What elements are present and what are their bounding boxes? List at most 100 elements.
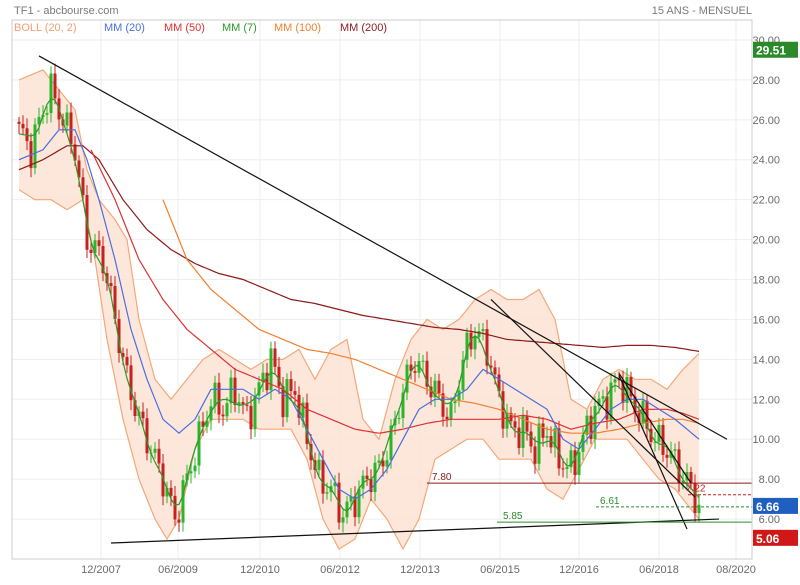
legend-item: MM (7) — [222, 22, 257, 34]
candle-body — [641, 400, 645, 424]
candle-body — [421, 360, 425, 362]
candle-body — [217, 382, 221, 415]
level-label: 7.22 — [686, 484, 706, 495]
candle-body — [181, 480, 185, 523]
candle-body — [397, 418, 401, 420]
candle-body — [653, 441, 657, 443]
y-tick-label: 28.00 — [752, 75, 780, 87]
candle-body — [541, 423, 545, 438]
candle-body — [53, 73, 57, 99]
candle-body — [513, 421, 517, 428]
candle-body — [489, 365, 493, 368]
price-tag — [753, 497, 798, 514]
candle-body — [497, 374, 501, 392]
candle-body — [17, 121, 21, 124]
candle-body — [93, 240, 97, 254]
candle-body — [629, 376, 633, 397]
candle-body — [537, 423, 541, 464]
candle-body — [485, 329, 489, 366]
mm20-line — [18, 129, 700, 500]
legend: BOLL (20, 2) MM (20) MM (50) MM (7) MM (100)… — [14, 22, 387, 34]
y-tick-label: 8.00 — [759, 474, 780, 486]
candle-body — [173, 495, 177, 520]
candle-body — [625, 376, 629, 403]
candle-body — [365, 475, 369, 480]
candle-body — [37, 116, 41, 125]
candle-body — [317, 459, 321, 471]
candle-body — [297, 394, 301, 418]
candle-body — [197, 421, 201, 466]
bollinger-band — [18, 69, 700, 551]
candle-body — [413, 371, 417, 373]
candle-body — [205, 420, 209, 427]
moving-averages — [18, 97, 700, 512]
candle-body — [229, 377, 233, 404]
candle-body — [253, 395, 257, 430]
candle-body — [209, 406, 213, 421]
candle-body — [81, 177, 85, 196]
candle-body — [269, 348, 273, 391]
candle-body — [265, 372, 269, 391]
candle-body — [225, 403, 229, 417]
candle-body — [49, 73, 53, 114]
x-tick-label: 12/2013 — [400, 564, 440, 576]
candle-body — [97, 240, 101, 247]
candle-body — [589, 415, 593, 440]
x-tick-label: 12/2010 — [240, 564, 280, 576]
bollinger-upper — [18, 69, 700, 441]
candle-body — [429, 386, 433, 398]
legend-item: MM (20) — [104, 22, 145, 34]
candle-body — [401, 392, 405, 419]
candle-body — [681, 480, 685, 483]
candle-body — [481, 329, 485, 332]
candle-body — [133, 400, 137, 417]
candle-body — [409, 364, 413, 372]
price-tag-label: 29.51 — [756, 44, 786, 58]
candle-body — [33, 124, 37, 169]
candle-body — [213, 382, 217, 407]
y-tick-label: 26.00 — [752, 115, 780, 127]
candle-body — [249, 405, 253, 430]
candle-body — [425, 360, 429, 387]
candle-body — [293, 391, 297, 395]
plot-frame — [11, 19, 753, 560]
axes: 6.00 8.00 10.00 12.00 14.00 16.00 18.00 20.00 22… — [11, 19, 798, 576]
candle-body — [89, 249, 93, 254]
price-levels: 7.80 7.22 6.61 5.85 — [427, 472, 752, 523]
candle-body — [673, 449, 677, 451]
candle-body — [289, 379, 293, 392]
y-tick-label: 10.00 — [752, 434, 780, 446]
candle-body — [613, 379, 617, 383]
x-tick-label: 12/2007 — [81, 564, 121, 576]
x-tick-label: 08/2020 — [716, 564, 756, 576]
y-tick-label: 20.00 — [752, 235, 780, 247]
candle-body — [257, 382, 261, 396]
candle-body — [593, 405, 597, 440]
candle-body — [233, 377, 237, 405]
candle-body — [689, 471, 693, 484]
price-tag-label: 5.06 — [756, 532, 780, 546]
candle-body — [569, 450, 573, 468]
price-tag — [753, 529, 798, 546]
candle-body — [637, 412, 641, 424]
candle-body — [241, 402, 245, 405]
y-tick-label: 24.00 — [752, 155, 780, 167]
x-tick-label: 06/2009 — [158, 564, 198, 576]
candle-body — [565, 467, 569, 469]
candle-body — [369, 479, 373, 493]
candle-body — [677, 449, 681, 483]
candle-body — [349, 496, 353, 502]
y-tick-label: 12.00 — [752, 394, 780, 406]
candle-body — [357, 488, 361, 518]
legend-item: MM (50) — [164, 22, 205, 34]
candle-body — [433, 380, 437, 398]
candle-body — [77, 160, 81, 178]
y-tick-label: 14.00 — [752, 354, 780, 366]
candle-body — [385, 460, 389, 467]
candle-body — [601, 396, 605, 399]
candle-body — [189, 471, 193, 474]
candle-body — [153, 448, 157, 453]
candle-body — [389, 425, 393, 461]
candle-body — [237, 402, 241, 405]
chart-period: 15 ANS - MENSUEL — [652, 5, 752, 17]
